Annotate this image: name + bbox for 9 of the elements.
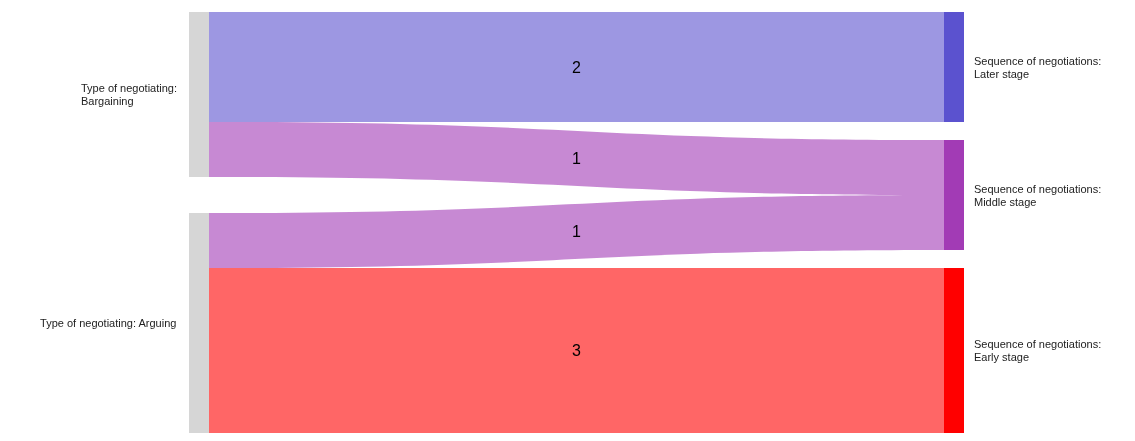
text: Sequence of negotiations: Middle stage bbox=[974, 182, 1102, 208]
category-label: Type of negotiating: Bargaining bbox=[80, 82, 177, 107]
data-label: 1 bbox=[572, 150, 582, 167]
data-label: 1 bbox=[572, 223, 582, 240]
text: Sequence of negotiations: Early stage bbox=[974, 338, 1102, 363]
data-label: 3 bbox=[572, 342, 582, 359]
category-label: Type of negotiating: Arguing bbox=[40, 317, 177, 329]
text: Sequence of negotiations: Later stage bbox=[974, 54, 1102, 80]
data-label: 2 bbox=[572, 58, 582, 76]
